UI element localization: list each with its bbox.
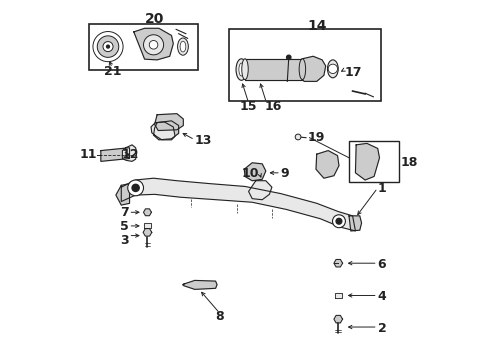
Polygon shape bbox=[316, 150, 339, 178]
Bar bbox=[229, 30, 381, 101]
Text: 11: 11 bbox=[80, 148, 97, 161]
Ellipse shape bbox=[299, 59, 306, 80]
Ellipse shape bbox=[180, 41, 186, 52]
Polygon shape bbox=[248, 181, 272, 200]
Ellipse shape bbox=[177, 38, 188, 55]
Polygon shape bbox=[101, 148, 129, 161]
Polygon shape bbox=[144, 224, 151, 228]
Text: 10: 10 bbox=[242, 167, 259, 180]
Polygon shape bbox=[355, 143, 379, 180]
Polygon shape bbox=[116, 184, 129, 205]
Text: 15: 15 bbox=[240, 100, 257, 113]
Circle shape bbox=[336, 219, 342, 224]
Text: 9: 9 bbox=[281, 167, 290, 180]
Circle shape bbox=[103, 41, 113, 51]
Text: 21: 21 bbox=[103, 65, 121, 78]
Text: 8: 8 bbox=[216, 310, 224, 323]
Polygon shape bbox=[245, 163, 266, 181]
Ellipse shape bbox=[327, 60, 338, 78]
Text: 2: 2 bbox=[378, 322, 387, 335]
Text: 3: 3 bbox=[120, 234, 128, 247]
Circle shape bbox=[287, 55, 291, 59]
Text: 12: 12 bbox=[122, 148, 139, 161]
Circle shape bbox=[295, 134, 301, 140]
Polygon shape bbox=[302, 56, 326, 81]
Text: 4: 4 bbox=[378, 290, 387, 303]
Text: 14: 14 bbox=[307, 19, 326, 33]
Circle shape bbox=[97, 36, 119, 57]
Circle shape bbox=[144, 35, 164, 55]
Polygon shape bbox=[153, 121, 179, 140]
Ellipse shape bbox=[236, 59, 247, 80]
Polygon shape bbox=[143, 229, 152, 236]
Bar bbox=[349, 140, 399, 182]
Polygon shape bbox=[245, 59, 302, 80]
Polygon shape bbox=[122, 145, 137, 161]
Text: 1: 1 bbox=[378, 183, 387, 195]
Text: 17: 17 bbox=[344, 66, 362, 79]
Circle shape bbox=[132, 184, 139, 192]
Ellipse shape bbox=[239, 63, 244, 76]
Text: 20: 20 bbox=[145, 12, 164, 26]
Polygon shape bbox=[335, 293, 342, 298]
Text: 6: 6 bbox=[378, 258, 386, 271]
Text: 16: 16 bbox=[265, 100, 282, 113]
Bar bbox=[89, 24, 198, 69]
Text: 7: 7 bbox=[120, 207, 128, 220]
Text: 18: 18 bbox=[401, 156, 418, 169]
Circle shape bbox=[333, 215, 345, 228]
Circle shape bbox=[106, 44, 110, 49]
Circle shape bbox=[149, 41, 158, 49]
Circle shape bbox=[93, 32, 123, 62]
Circle shape bbox=[328, 64, 338, 73]
Text: 5: 5 bbox=[120, 220, 128, 233]
Polygon shape bbox=[155, 114, 183, 131]
Text: 19: 19 bbox=[308, 131, 325, 144]
Polygon shape bbox=[144, 209, 151, 216]
Ellipse shape bbox=[242, 59, 248, 80]
Polygon shape bbox=[334, 315, 343, 323]
Circle shape bbox=[128, 180, 144, 196]
Polygon shape bbox=[334, 260, 343, 267]
Polygon shape bbox=[183, 280, 217, 289]
Polygon shape bbox=[122, 178, 355, 231]
Polygon shape bbox=[151, 122, 175, 140]
Text: 13: 13 bbox=[195, 134, 212, 147]
Polygon shape bbox=[134, 28, 173, 60]
Polygon shape bbox=[349, 216, 362, 231]
